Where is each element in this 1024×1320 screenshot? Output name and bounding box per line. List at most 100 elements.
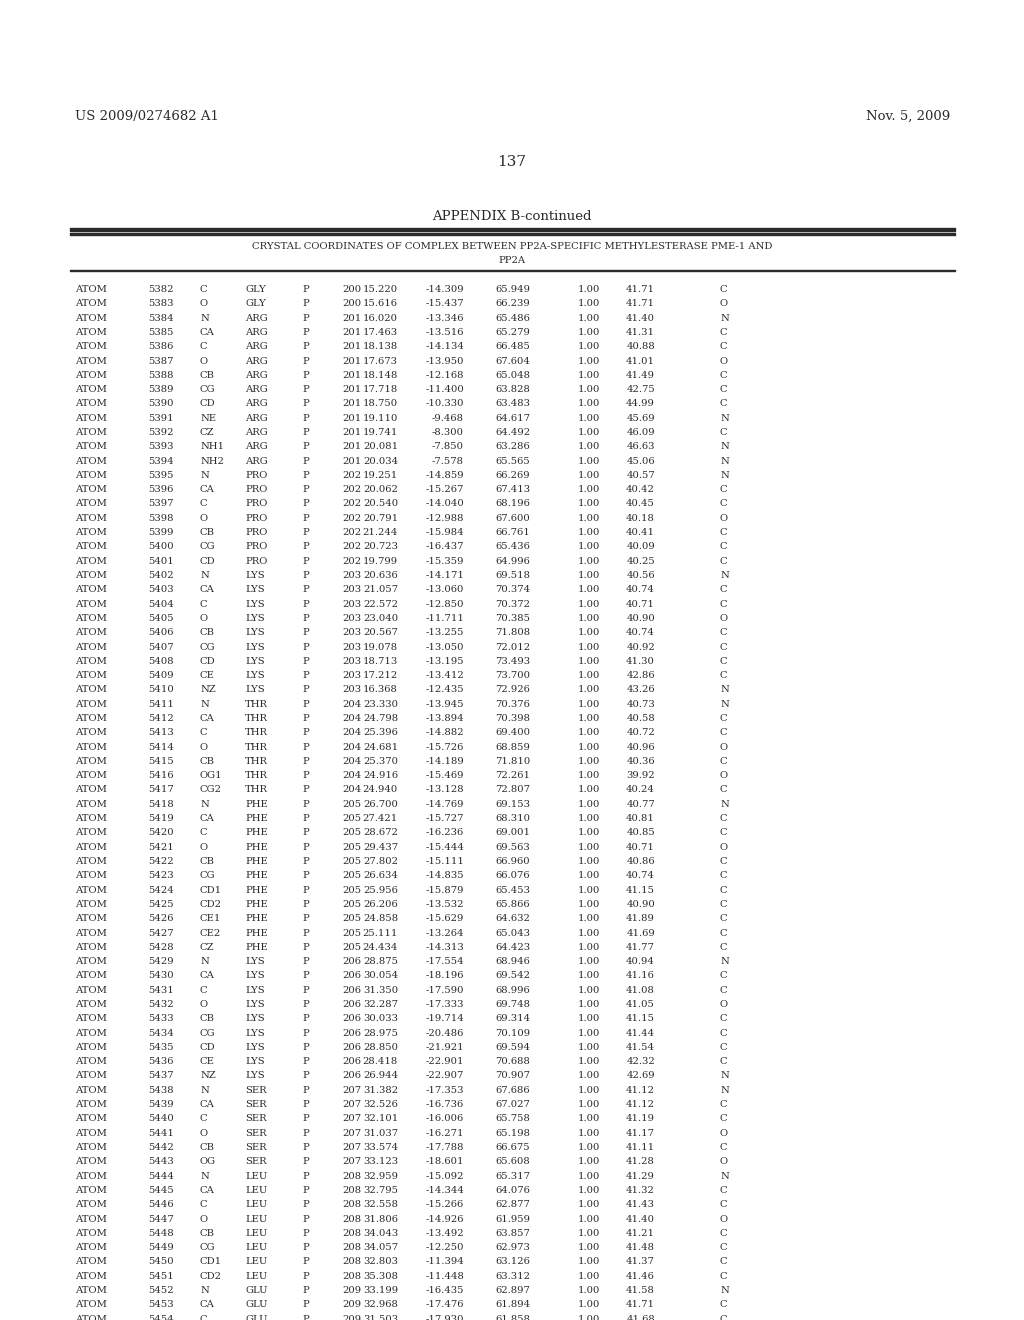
Text: 5415: 5415 <box>148 756 174 766</box>
Text: LEU: LEU <box>245 1243 267 1253</box>
Text: C: C <box>720 371 728 380</box>
Text: P: P <box>302 442 309 451</box>
Text: 1.00: 1.00 <box>578 1100 600 1109</box>
Text: ATOM: ATOM <box>75 1086 106 1094</box>
Text: ATOM: ATOM <box>75 1001 106 1008</box>
Text: ATOM: ATOM <box>75 1143 106 1152</box>
Text: 40.24: 40.24 <box>626 785 655 795</box>
Text: ARG: ARG <box>245 385 267 395</box>
Text: ARG: ARG <box>245 342 267 351</box>
Text: LYS: LYS <box>245 643 264 652</box>
Text: 30.054: 30.054 <box>362 972 398 981</box>
Text: P: P <box>302 771 309 780</box>
Text: 202: 202 <box>342 471 361 480</box>
Text: -15.726: -15.726 <box>426 743 464 751</box>
Text: PHE: PHE <box>245 871 267 880</box>
Text: 67.600: 67.600 <box>496 513 530 523</box>
Text: C: C <box>720 1229 728 1238</box>
Text: ATOM: ATOM <box>75 599 106 609</box>
Text: 1.00: 1.00 <box>578 671 600 680</box>
Text: 42.69: 42.69 <box>627 1072 655 1081</box>
Text: THR: THR <box>245 729 268 738</box>
Text: CD: CD <box>200 657 216 665</box>
Text: 27.802: 27.802 <box>362 857 398 866</box>
Text: N: N <box>720 314 729 322</box>
Text: 5452: 5452 <box>148 1286 174 1295</box>
Text: GLU: GLU <box>245 1300 267 1309</box>
Text: 70.907: 70.907 <box>495 1072 530 1081</box>
Text: LEU: LEU <box>245 1185 267 1195</box>
Text: ATOM: ATOM <box>75 413 106 422</box>
Text: PHE: PHE <box>245 900 267 909</box>
Text: 67.604: 67.604 <box>496 356 530 366</box>
Text: C: C <box>720 657 728 665</box>
Text: 5421: 5421 <box>148 842 174 851</box>
Text: 1.00: 1.00 <box>578 814 600 824</box>
Text: 41.12: 41.12 <box>626 1100 655 1109</box>
Text: -13.050: -13.050 <box>426 643 464 652</box>
Text: 205: 205 <box>342 886 361 895</box>
Text: 65.279: 65.279 <box>496 327 530 337</box>
Text: 20.636: 20.636 <box>364 572 398 579</box>
Text: ATOM: ATOM <box>75 400 106 408</box>
Text: 5435: 5435 <box>148 1043 174 1052</box>
Text: P: P <box>302 1300 309 1309</box>
Text: -12.168: -12.168 <box>426 371 464 380</box>
Text: CB: CB <box>200 857 215 866</box>
Text: 1.00: 1.00 <box>578 1200 600 1209</box>
Text: 65.453: 65.453 <box>495 886 530 895</box>
Text: CG: CG <box>200 643 216 652</box>
Text: P: P <box>302 327 309 337</box>
Text: P: P <box>302 356 309 366</box>
Text: THR: THR <box>245 743 268 751</box>
Text: -14.926: -14.926 <box>426 1214 464 1224</box>
Text: NH2: NH2 <box>200 457 224 466</box>
Text: O: O <box>720 771 728 780</box>
Text: P: P <box>302 1100 309 1109</box>
Text: 205: 205 <box>342 829 361 837</box>
Text: 24.916: 24.916 <box>362 771 398 780</box>
Text: ATOM: ATOM <box>75 957 106 966</box>
Text: ATOM: ATOM <box>75 1072 106 1081</box>
Text: CA: CA <box>200 972 215 981</box>
Text: 31.350: 31.350 <box>362 986 398 995</box>
Text: ATOM: ATOM <box>75 714 106 723</box>
Text: 24.940: 24.940 <box>362 785 398 795</box>
Text: 1.00: 1.00 <box>578 900 600 909</box>
Text: C: C <box>720 871 728 880</box>
Text: C: C <box>720 342 728 351</box>
Text: O: O <box>200 513 208 523</box>
Text: -17.554: -17.554 <box>425 957 464 966</box>
Text: 41.37: 41.37 <box>626 1258 655 1266</box>
Text: 17.463: 17.463 <box>362 327 398 337</box>
Text: 41.30: 41.30 <box>626 657 655 665</box>
Text: 18.750: 18.750 <box>362 400 398 408</box>
Text: C: C <box>720 1315 728 1320</box>
Text: GLU: GLU <box>245 1315 267 1320</box>
Text: 202: 202 <box>342 513 361 523</box>
Text: 64.632: 64.632 <box>496 915 530 923</box>
Text: 1.00: 1.00 <box>578 915 600 923</box>
Text: 203: 203 <box>342 671 361 680</box>
Text: 62.877: 62.877 <box>496 1200 530 1209</box>
Text: 208: 208 <box>342 1258 361 1266</box>
Text: 41.71: 41.71 <box>626 300 655 309</box>
Text: PHE: PHE <box>245 942 267 952</box>
Text: 40.77: 40.77 <box>627 800 655 809</box>
Text: 1.00: 1.00 <box>578 385 600 395</box>
Text: C: C <box>720 400 728 408</box>
Text: ARG: ARG <box>245 457 267 466</box>
Text: 32.101: 32.101 <box>362 1114 398 1123</box>
Text: P: P <box>302 1315 309 1320</box>
Text: 5453: 5453 <box>148 1300 174 1309</box>
Text: 207: 207 <box>342 1100 361 1109</box>
Text: 5394: 5394 <box>148 457 174 466</box>
Text: ATOM: ATOM <box>75 356 106 366</box>
Text: 24.681: 24.681 <box>362 743 398 751</box>
Text: 33.123: 33.123 <box>362 1158 398 1167</box>
Text: 41.05: 41.05 <box>626 1001 655 1008</box>
Text: -14.040: -14.040 <box>425 499 464 508</box>
Text: CB: CB <box>200 756 215 766</box>
Text: P: P <box>302 628 309 638</box>
Text: C: C <box>720 900 728 909</box>
